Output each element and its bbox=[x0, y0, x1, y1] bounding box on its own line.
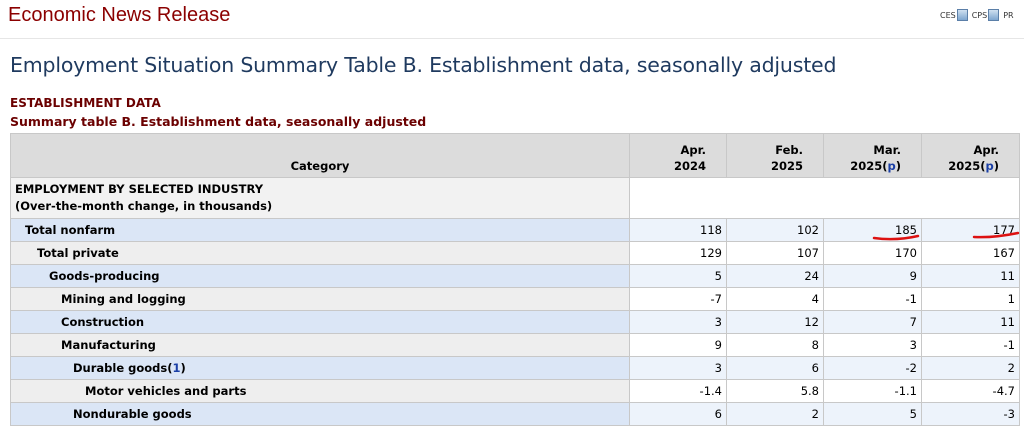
table-row: Manufacturing 9 8 3 -1 bbox=[10, 333, 1020, 357]
table-row: Construction 3 12 7 11 bbox=[10, 310, 1020, 334]
header-download-links: CES CPS PR bbox=[940, 9, 1014, 21]
table-cell: 8 bbox=[726, 333, 824, 357]
table-row: Total private 129 107 170 167 bbox=[10, 241, 1020, 265]
ces-link-label: CES bbox=[940, 10, 956, 20]
table-cell: -2 bbox=[823, 356, 922, 380]
table-cell: 4 bbox=[726, 287, 824, 311]
period-year: 2025 bbox=[948, 159, 981, 173]
table-cell: 11 bbox=[921, 264, 1020, 288]
period-month: Mar. bbox=[873, 143, 901, 157]
table-cell: 170 bbox=[823, 241, 922, 265]
pr-pdf-link[interactable]: PR bbox=[1003, 9, 1013, 21]
table-cell: 9 bbox=[629, 333, 727, 357]
ces-pdf-link[interactable]: CES bbox=[940, 9, 968, 21]
period-year: 2025 bbox=[850, 159, 883, 173]
row-label: Manufacturing bbox=[10, 333, 630, 357]
pdf-icon bbox=[956, 9, 968, 21]
period-year: 2024 bbox=[673, 159, 706, 173]
column-header-period: Feb. 2025 bbox=[726, 133, 824, 178]
table-row: Motor vehicles and parts -1.4 5.8 -1.1 -… bbox=[10, 379, 1020, 403]
row-label: Nondurable goods bbox=[10, 402, 630, 426]
table-cell: 177 bbox=[921, 218, 1020, 242]
row-label: Mining and logging bbox=[10, 287, 630, 311]
table-row: Mining and logging -7 4 -1 1 bbox=[10, 287, 1020, 311]
row-label: Goods-producing bbox=[10, 264, 630, 288]
column-header-category: Category bbox=[10, 133, 630, 178]
table-cell: 2 bbox=[921, 356, 1020, 380]
header-title: Economic News Release bbox=[8, 4, 231, 26]
table-cell: 1 bbox=[921, 287, 1020, 311]
cps-pdf-link[interactable]: CPS bbox=[972, 9, 1000, 21]
table-row: Total nonfarm 118 102 185 177 bbox=[10, 218, 1020, 242]
table-cell: 129 bbox=[629, 241, 727, 265]
summary-table-b: Category Apr. 2024 Feb. 2025 Mar. 2025(p… bbox=[10, 133, 1020, 426]
row-label: Total nonfarm bbox=[10, 218, 630, 242]
table-cell: 24 bbox=[726, 264, 824, 288]
table-row: Nondurable goods 6 2 5 -3 bbox=[10, 402, 1020, 426]
table-cell: 7 bbox=[823, 310, 922, 334]
page-title: Employment Situation Summary Table B. Es… bbox=[10, 53, 837, 77]
table-cell: -1 bbox=[823, 287, 922, 311]
table-header-row: Category Apr. 2024 Feb. 2025 Mar. 2025(p… bbox=[10, 133, 1020, 178]
row-label: Motor vehicles and parts bbox=[10, 379, 630, 403]
preliminary-footnote-link[interactable]: p bbox=[887, 159, 896, 173]
table-cell: 5.8 bbox=[726, 379, 824, 403]
period-month: Apr. bbox=[680, 143, 706, 157]
table-cell: -1.4 bbox=[629, 379, 727, 403]
header-divider bbox=[0, 38, 1024, 39]
table-cell: 5 bbox=[823, 402, 922, 426]
row-label: Durable goods(1) bbox=[10, 356, 630, 380]
footnote-link[interactable]: 1 bbox=[172, 361, 181, 375]
table-cell: 6 bbox=[726, 356, 824, 380]
pdf-icon bbox=[988, 9, 1000, 21]
table-cell: -3 bbox=[921, 402, 1020, 426]
group-title: EMPLOYMENT BY SELECTED INDUSTRY bbox=[15, 182, 264, 196]
table-cell: -1.1 bbox=[823, 379, 922, 403]
table-row: Durable goods(1) 3 6 -2 2 bbox=[10, 356, 1020, 380]
table-row: Goods-producing 5 24 9 11 bbox=[10, 264, 1020, 288]
preliminary-footnote-link[interactable]: p bbox=[985, 159, 994, 173]
table-cell: 3 bbox=[823, 333, 922, 357]
group-heading: EMPLOYMENT BY SELECTED INDUSTRY (Over-th… bbox=[10, 177, 630, 219]
row-label: Construction bbox=[10, 310, 630, 334]
table-cell: 3 bbox=[629, 356, 727, 380]
table-cell: -4.7 bbox=[921, 379, 1020, 403]
table-cell: 6 bbox=[629, 402, 727, 426]
table-cell: 12 bbox=[726, 310, 824, 334]
column-header-period: Mar. 2025(p) bbox=[823, 133, 922, 178]
table-cell: 9 bbox=[823, 264, 922, 288]
table-cell: 11 bbox=[921, 310, 1020, 334]
group-heading-row: EMPLOYMENT BY SELECTED INDUSTRY (Over-th… bbox=[10, 177, 1020, 219]
table-cell: 2 bbox=[726, 402, 824, 426]
period-year: 2025 bbox=[770, 159, 803, 173]
row-label: Total private bbox=[10, 241, 630, 265]
table-cell: -1 bbox=[921, 333, 1020, 357]
group-subtitle: (Over-the-month change, in thousands) bbox=[15, 199, 273, 213]
table-cell: 102 bbox=[726, 218, 824, 242]
table-cell: -7 bbox=[629, 287, 727, 311]
period-month: Apr. bbox=[973, 143, 999, 157]
table-cell: 3 bbox=[629, 310, 727, 334]
pr-link-label: PR bbox=[1003, 10, 1014, 20]
table-cell: 185 bbox=[823, 218, 922, 242]
group-blank-cell bbox=[629, 177, 1020, 219]
section-heading: ESTABLISHMENT DATA bbox=[10, 96, 161, 110]
table-cell: 5 bbox=[629, 264, 727, 288]
table-cell: 118 bbox=[629, 218, 727, 242]
table-cell: 167 bbox=[921, 241, 1020, 265]
column-header-period: Apr. 2024 bbox=[629, 133, 727, 178]
table-caption: Summary table B. Establishment data, sea… bbox=[10, 114, 427, 129]
period-month: Feb. bbox=[775, 143, 803, 157]
cps-link-label: CPS bbox=[971, 10, 988, 20]
table-cell: 107 bbox=[726, 241, 824, 265]
row-label-text: Durable goods bbox=[73, 361, 168, 375]
column-header-period: Apr. 2025(p) bbox=[921, 133, 1020, 178]
